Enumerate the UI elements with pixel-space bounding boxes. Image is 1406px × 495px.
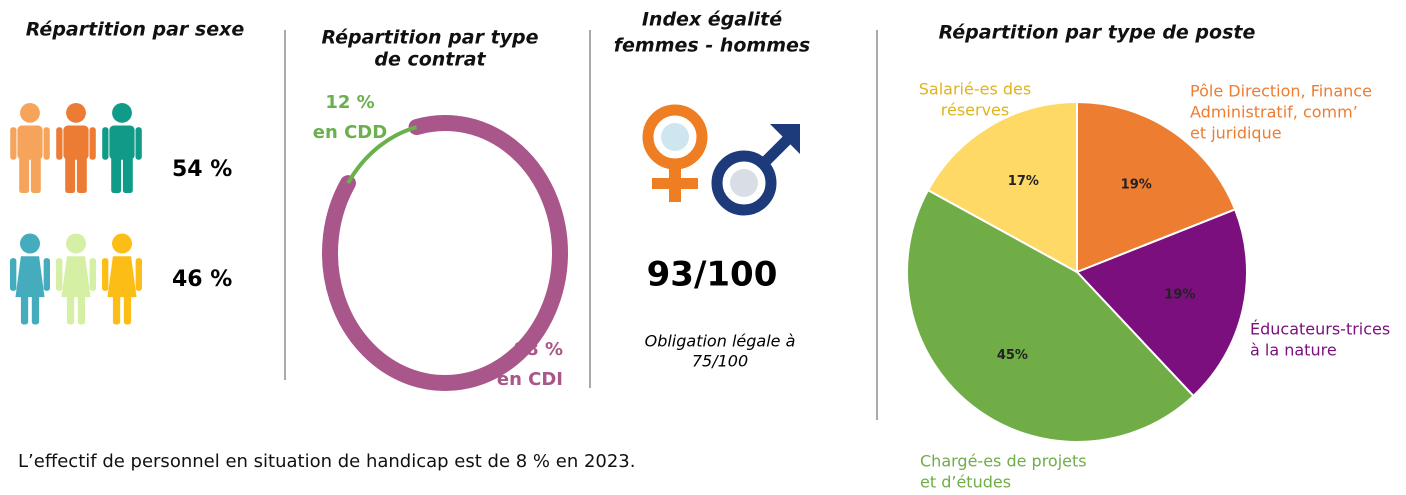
pie-slice — [906, 188, 1195, 443]
men-percent: 54 % — [172, 157, 232, 182]
pie-value-label: 17% — [1008, 174, 1039, 189]
index-note: Obligation légale à — [645, 332, 796, 351]
pie-category-label: et juridique — [1190, 124, 1282, 143]
donut-value-label: 88 % — [514, 339, 563, 360]
pie-category-label: réserves — [941, 101, 1009, 120]
pie-category-label: Chargé-es de projets — [920, 452, 1087, 471]
pie-value-label: 19% — [1121, 177, 1152, 192]
pie-category-label: et d’études — [920, 473, 1011, 492]
section-title: de contrat — [374, 49, 486, 71]
donut-value-label: 12 % — [325, 92, 374, 113]
pie-value-label: 45% — [997, 348, 1028, 363]
pie-category-label: Administratif, comm’ — [1190, 103, 1358, 122]
men-icons — [10, 103, 142, 193]
pie-slice — [926, 100, 1078, 274]
gender-symbols — [642, 104, 800, 216]
section-title: Répartition par type de poste — [939, 22, 1256, 44]
donut-category-label: en CDI — [497, 369, 563, 390]
section-title: Répartition par sexe — [26, 19, 245, 41]
donut-category-label: en CDD — [313, 122, 387, 143]
pie-slice — [1076, 100, 1237, 274]
pie-category-label: Pôle Direction, Finance — [1190, 82, 1372, 101]
footer-note: L’effectif de personnel en situation de … — [18, 451, 635, 472]
section-title: femmes - hommes — [614, 35, 810, 57]
index-score: 93/100 — [647, 255, 778, 295]
pie-category-label: Salarié-es des — [919, 80, 1031, 99]
donut-arc — [346, 125, 418, 185]
pie-category-label: à la nature — [1250, 341, 1337, 360]
index-note: 75/100 — [692, 352, 748, 371]
donut-arc — [322, 115, 568, 391]
women-icons — [10, 233, 142, 325]
pie-slice — [1075, 208, 1248, 398]
section-title: Répartition par type — [321, 27, 538, 49]
pie-category-label: Éducateurs-trices — [1250, 320, 1390, 339]
pie-value-label: 19% — [1164, 287, 1195, 302]
section-title: Index égalité — [642, 9, 782, 31]
women-percent: 46 % — [172, 267, 232, 292]
